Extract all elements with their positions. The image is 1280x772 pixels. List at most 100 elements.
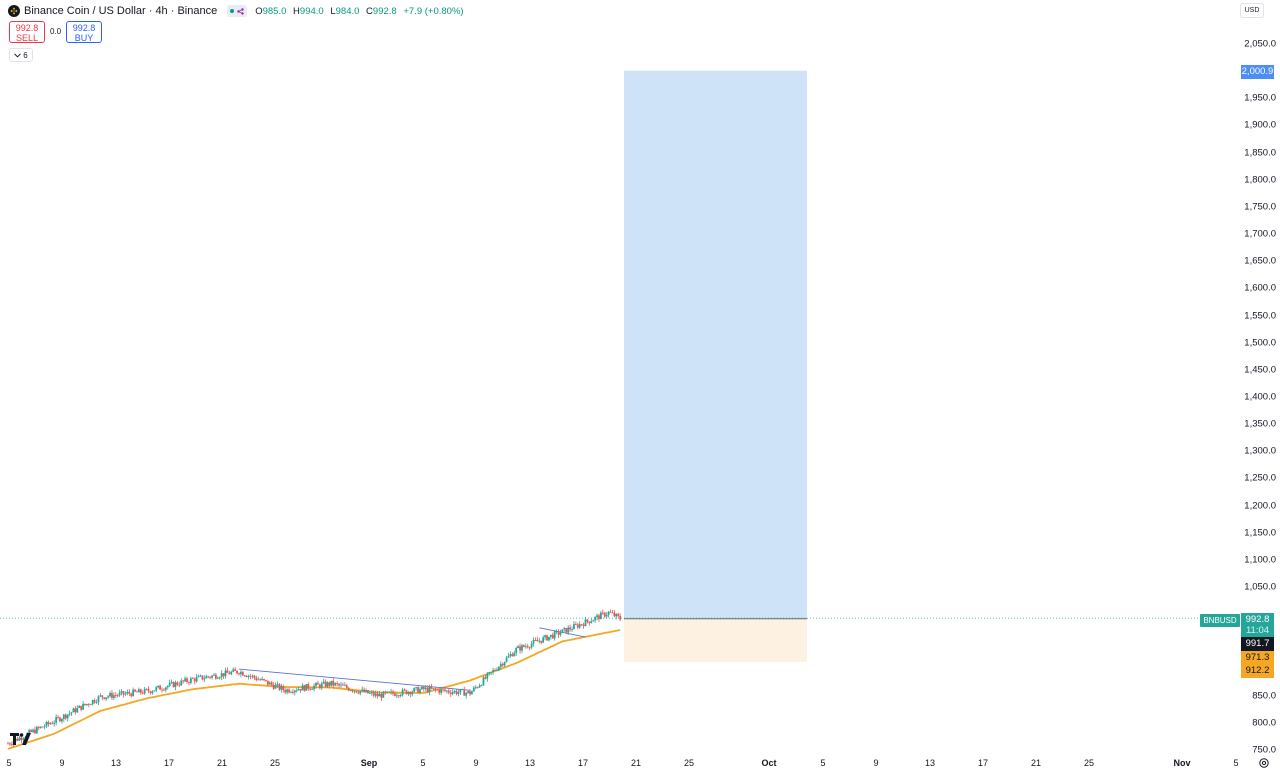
candle-body <box>351 690 354 692</box>
candle <box>288 687 290 694</box>
price-tick-label: 1,900.0 <box>1244 119 1276 131</box>
candle <box>286 688 289 695</box>
candle <box>455 689 458 696</box>
candle-body <box>191 678 194 680</box>
chevron-down-icon <box>14 52 22 58</box>
candle-body <box>276 684 279 685</box>
gear-icon[interactable] <box>1258 757 1270 769</box>
candle <box>430 683 433 690</box>
candle-body <box>598 615 600 620</box>
candle <box>401 687 404 697</box>
symbol-title[interactable]: Binance Coin / US Dollar · 4h · Binance <box>24 5 218 17</box>
candle <box>347 686 350 692</box>
candle <box>116 693 119 698</box>
candle-body <box>392 691 394 694</box>
candle <box>311 687 314 690</box>
candle-body <box>417 687 419 693</box>
candle-body <box>619 615 622 620</box>
candle-body <box>86 703 88 705</box>
candle <box>128 689 131 697</box>
candle-body <box>18 737 21 741</box>
candle-body <box>34 729 36 734</box>
candle <box>378 690 381 697</box>
candle-body <box>461 689 464 691</box>
candle <box>424 685 427 692</box>
candle-body <box>132 689 135 697</box>
candle <box>57 715 59 720</box>
candle <box>313 683 315 692</box>
candle-body <box>388 691 391 693</box>
candle-body <box>7 743 9 745</box>
candle <box>51 720 54 725</box>
candle-body <box>378 694 381 697</box>
candle-body <box>471 691 473 695</box>
candle <box>343 682 346 687</box>
candle <box>230 670 233 676</box>
candle <box>403 688 406 692</box>
candle-body <box>353 690 356 692</box>
candle <box>55 714 58 726</box>
tradingview-logo[interactable] <box>10 732 32 748</box>
candle <box>317 680 319 685</box>
candle <box>35 725 38 735</box>
market-status-icon[interactable] <box>227 5 248 17</box>
candle-body <box>422 686 425 690</box>
candle-body <box>290 692 292 693</box>
candle <box>397 694 400 698</box>
candle-body <box>64 714 67 719</box>
sell-button[interactable]: 992.8 SELL <box>9 21 45 43</box>
buy-button[interactable]: 992.8 BUY <box>66 21 102 43</box>
candle-body <box>114 695 117 697</box>
candle-body <box>386 691 389 693</box>
candle <box>151 690 154 695</box>
entry-price-label: 991.7 <box>1241 637 1274 651</box>
indicators-toggle-button[interactable]: 6 <box>9 48 33 62</box>
candle-body <box>28 730 31 734</box>
time-tick-label: 17 <box>977 758 989 768</box>
candle <box>249 674 252 680</box>
candle-body <box>134 689 136 692</box>
candle <box>76 705 79 714</box>
candle-body <box>62 714 65 720</box>
candle <box>446 690 448 694</box>
buy-label: BUY <box>74 33 94 43</box>
candle <box>384 690 387 695</box>
price-axis[interactable]: 2,050.0 1,950.0 1,900.0 1,850.0 1,800.0 1,750… <box>1240 0 1280 772</box>
candle <box>413 687 416 693</box>
candle-body <box>600 612 602 620</box>
candle <box>284 687 287 695</box>
position-tool[interactable] <box>624 70 807 662</box>
candle <box>189 676 192 685</box>
candle <box>386 691 389 694</box>
candle <box>548 636 550 642</box>
candle <box>28 728 31 734</box>
candle <box>18 735 21 742</box>
price-tick-label: 1,750.0 <box>1244 201 1276 213</box>
candle-body <box>128 691 131 694</box>
candle-body <box>474 687 477 689</box>
candle <box>336 681 339 687</box>
time-tick-label: 9 <box>873 758 879 768</box>
candle <box>492 667 494 675</box>
candle <box>494 668 496 672</box>
candle <box>367 689 369 694</box>
candle-body <box>521 645 523 651</box>
candle-body <box>574 624 577 625</box>
candle <box>549 634 552 640</box>
price-tick-label: 1,700.0 <box>1244 228 1276 240</box>
candle <box>292 688 294 695</box>
candle-body <box>220 673 223 678</box>
candle <box>530 641 533 650</box>
currency-selector[interactable]: USD <box>1240 3 1264 18</box>
candle-body <box>394 693 396 696</box>
candle <box>519 643 521 654</box>
time-tick-label: 9 <box>473 758 479 768</box>
candle-body <box>265 680 267 681</box>
time-tick-label: 5 <box>820 758 826 768</box>
candle-body <box>332 680 335 686</box>
candle-body <box>241 671 244 676</box>
time-tick-label: 13 <box>110 758 122 768</box>
candle <box>93 698 96 704</box>
candle <box>546 634 548 641</box>
